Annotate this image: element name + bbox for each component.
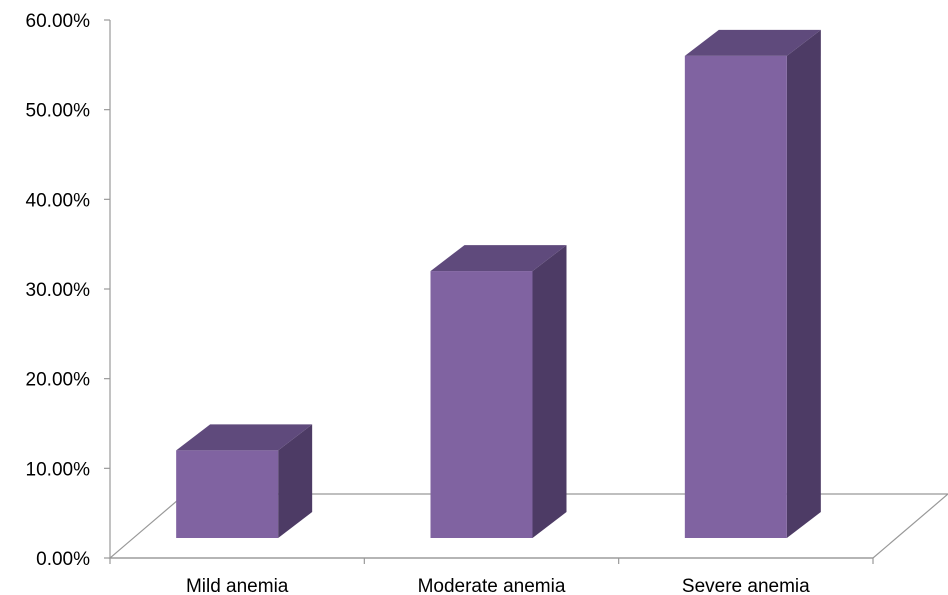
bar-2 <box>430 245 567 539</box>
x-category-label: Moderate anemia <box>418 576 566 595</box>
x-category-label: Mild anemia <box>186 576 289 595</box>
bar-front <box>684 55 787 538</box>
bar-side <box>786 29 821 538</box>
y-axis: 0.00% 10.00% 20.00% 30.00% 40.00% 50.00% 60.00… <box>26 11 111 570</box>
bar-front <box>430 271 533 538</box>
y-tick-label: 0.00% <box>36 549 90 570</box>
y-tick-label: 60.00% <box>26 11 91 32</box>
bar-1 <box>176 424 313 538</box>
x-category-label: Severe anemia <box>682 576 810 595</box>
y-tick-label: 10.00% <box>26 459 91 480</box>
bar-front <box>176 450 279 538</box>
bar-top <box>684 29 821 56</box>
bar-side <box>532 245 567 539</box>
y-tick-label: 30.00% <box>26 280 91 301</box>
bar-side <box>278 424 313 538</box>
y-tick-label: 20.00% <box>26 370 91 391</box>
x-axis: Mild anemia Moderate anemia Severe anemia <box>109 557 874 595</box>
y-tick-label: 50.00% <box>26 101 91 122</box>
bar-top <box>430 245 567 272</box>
bars <box>176 29 821 539</box>
y-tick-label: 40.00% <box>26 190 91 211</box>
bar-top <box>176 424 313 451</box>
bar-3 <box>684 29 821 538</box>
